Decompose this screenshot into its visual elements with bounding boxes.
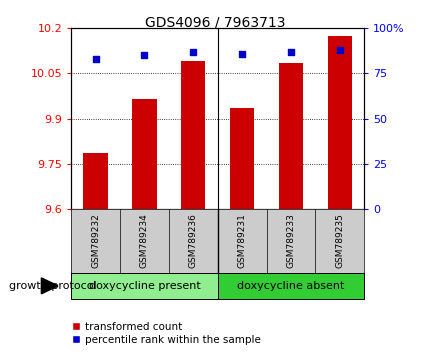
Polygon shape bbox=[41, 278, 58, 294]
Text: GSM789232: GSM789232 bbox=[91, 213, 100, 268]
Text: GDS4096 / 7963713: GDS4096 / 7963713 bbox=[145, 16, 285, 30]
Point bbox=[189, 49, 196, 55]
Text: GSM789231: GSM789231 bbox=[237, 213, 246, 268]
Bar bbox=[217, 273, 363, 299]
Legend: transformed count, percentile rank within the sample: transformed count, percentile rank withi… bbox=[68, 317, 265, 349]
Bar bbox=[229, 108, 254, 209]
Text: doxycycline absent: doxycycline absent bbox=[237, 281, 344, 291]
Text: GSM789235: GSM789235 bbox=[335, 213, 344, 268]
Point bbox=[287, 49, 294, 55]
Text: growth protocol: growth protocol bbox=[9, 281, 96, 291]
Text: doxycycline present: doxycycline present bbox=[88, 281, 200, 291]
Bar bbox=[278, 63, 302, 209]
Point bbox=[141, 53, 147, 58]
Bar bbox=[71, 273, 217, 299]
Point bbox=[92, 56, 99, 62]
Bar bbox=[132, 99, 156, 209]
Bar bbox=[181, 62, 205, 209]
Text: GSM789233: GSM789233 bbox=[286, 213, 295, 268]
Bar bbox=[327, 36, 351, 209]
Text: GSM789236: GSM789236 bbox=[188, 213, 197, 268]
Point bbox=[335, 47, 342, 53]
Text: GSM789234: GSM789234 bbox=[140, 213, 148, 268]
Point bbox=[238, 51, 245, 56]
Bar bbox=[83, 153, 108, 209]
